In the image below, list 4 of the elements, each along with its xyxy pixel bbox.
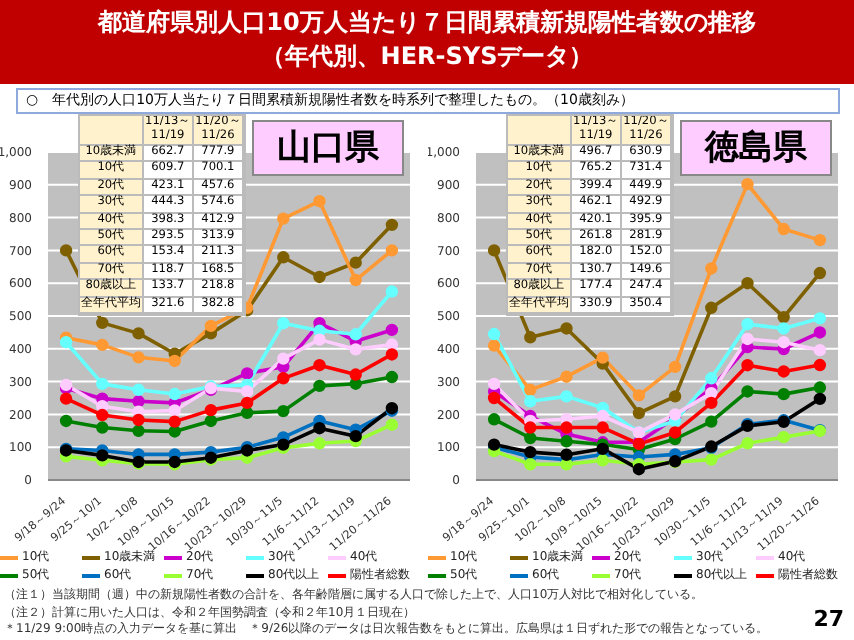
text: 都道府県別人口10万人当たり７日間累積新規陽性者数の推移（年代別、HER-SYSデータ）: [96, 6, 758, 74]
chart-title: 徳島県: [680, 120, 832, 176]
text: 27: [813, 606, 844, 632]
chart-title: 山口県: [252, 120, 404, 176]
